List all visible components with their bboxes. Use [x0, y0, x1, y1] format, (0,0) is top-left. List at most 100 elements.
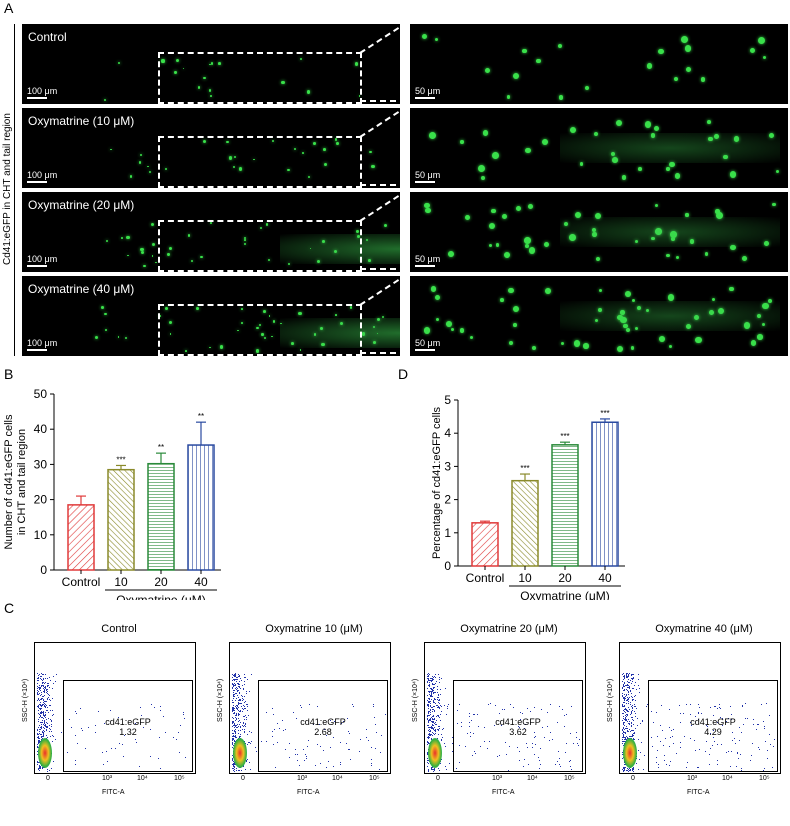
- event-dot: [370, 759, 372, 761]
- event-dot: [42, 727, 44, 729]
- event-dot: [429, 673, 430, 675]
- event-dot: [39, 768, 41, 770]
- event-dot: [235, 727, 237, 729]
- event-dot: [432, 716, 434, 718]
- event-dot: [697, 713, 699, 715]
- event-dot: [234, 707, 236, 709]
- event-dot: [431, 690, 433, 692]
- flow-x-tick: 10³: [687, 775, 698, 782]
- gfp-cell: [542, 138, 549, 145]
- scale-text: 50 μm: [415, 338, 441, 348]
- event-dot: [434, 676, 436, 678]
- gfp-cell: [161, 59, 165, 63]
- event-dot: [240, 677, 242, 679]
- event-dot: [533, 736, 535, 738]
- x-tick-label: Control: [62, 575, 101, 589]
- event-dot: [690, 714, 692, 716]
- event-dot: [372, 706, 374, 708]
- gfp-cell: [383, 223, 388, 228]
- event-dot: [39, 728, 41, 730]
- bar: [551, 444, 579, 567]
- event-dot: [435, 680, 437, 682]
- event-dot: [234, 732, 236, 734]
- event-dot: [434, 722, 436, 724]
- event-dot: [624, 714, 626, 716]
- event-dot: [446, 713, 448, 715]
- gfp-cell: [495, 243, 500, 247]
- event-dot: [272, 744, 274, 746]
- event-dot: [240, 729, 242, 731]
- event-dot: [43, 678, 45, 680]
- event-dot: [159, 709, 161, 711]
- event-dot: [242, 688, 244, 690]
- gfp-cell: [532, 346, 536, 351]
- event-dot: [449, 763, 451, 765]
- event-dot: [329, 747, 331, 749]
- event-dot: [261, 741, 263, 743]
- event-dot: [706, 724, 708, 726]
- gfp-cell: [422, 34, 428, 40]
- gfp-cell: [560, 342, 565, 346]
- event-dot: [443, 704, 445, 706]
- event-dot: [37, 719, 39, 721]
- event-dot: [38, 727, 40, 729]
- gfp-cell: [237, 329, 240, 332]
- event-dot: [44, 725, 46, 727]
- event-dot: [428, 694, 430, 696]
- event-dot: [431, 727, 433, 729]
- event-dot: [40, 699, 42, 700]
- gfp-cell: [143, 264, 146, 268]
- event-dot: [232, 708, 234, 710]
- event-dot: [769, 733, 771, 735]
- event-dot: [438, 707, 440, 709]
- event-dot: [437, 729, 439, 731]
- event-dot: [432, 682, 434, 684]
- event-dot: [623, 768, 625, 770]
- event-dot: [232, 742, 234, 744]
- event-dot: [428, 675, 430, 677]
- event-dot: [635, 712, 637, 714]
- gfp-cell: [164, 167, 168, 171]
- event-dot: [429, 711, 431, 713]
- gfp-cell: [354, 62, 359, 66]
- event-dot: [433, 718, 435, 720]
- event-dot: [769, 743, 771, 745]
- event-dot: [431, 682, 433, 684]
- event-dot: [624, 718, 626, 720]
- event-dot: [428, 728, 430, 730]
- event-dot: [40, 727, 42, 729]
- event-dot: [232, 683, 234, 685]
- event-dot: [51, 697, 53, 699]
- gfp-cell: [165, 307, 169, 311]
- event-dot: [39, 686, 41, 688]
- event-dot: [44, 712, 46, 714]
- event-dot: [43, 688, 45, 690]
- significance-label: **: [158, 443, 164, 452]
- event-dot: [428, 730, 430, 732]
- event-dot: [623, 737, 624, 739]
- event-dot: [434, 677, 436, 679]
- micrograph-label: Oxymatrine (10 μM): [28, 114, 135, 128]
- event-dot: [629, 731, 631, 733]
- event-dot: [430, 706, 432, 708]
- event-dot: [272, 731, 274, 733]
- event-dot: [237, 694, 239, 696]
- gfp-cell: [259, 323, 262, 326]
- event-dot: [251, 674, 253, 676]
- event-dot: [376, 731, 377, 733]
- gfp-cell: [757, 334, 764, 340]
- event-dot: [642, 721, 644, 723]
- event-dot: [37, 729, 39, 731]
- gfp-cell: [271, 335, 273, 338]
- event-dot: [558, 758, 560, 760]
- event-dot: [672, 736, 674, 738]
- gfp-cell: [673, 76, 678, 81]
- event-dot: [49, 709, 51, 711]
- event-dot: [434, 718, 436, 720]
- event-dot: [333, 765, 335, 767]
- event-dot: [624, 689, 626, 691]
- event-dot: [622, 767, 624, 769]
- gfp-cell: [465, 215, 471, 221]
- event-dot: [232, 729, 234, 731]
- event-dot: [428, 692, 430, 694]
